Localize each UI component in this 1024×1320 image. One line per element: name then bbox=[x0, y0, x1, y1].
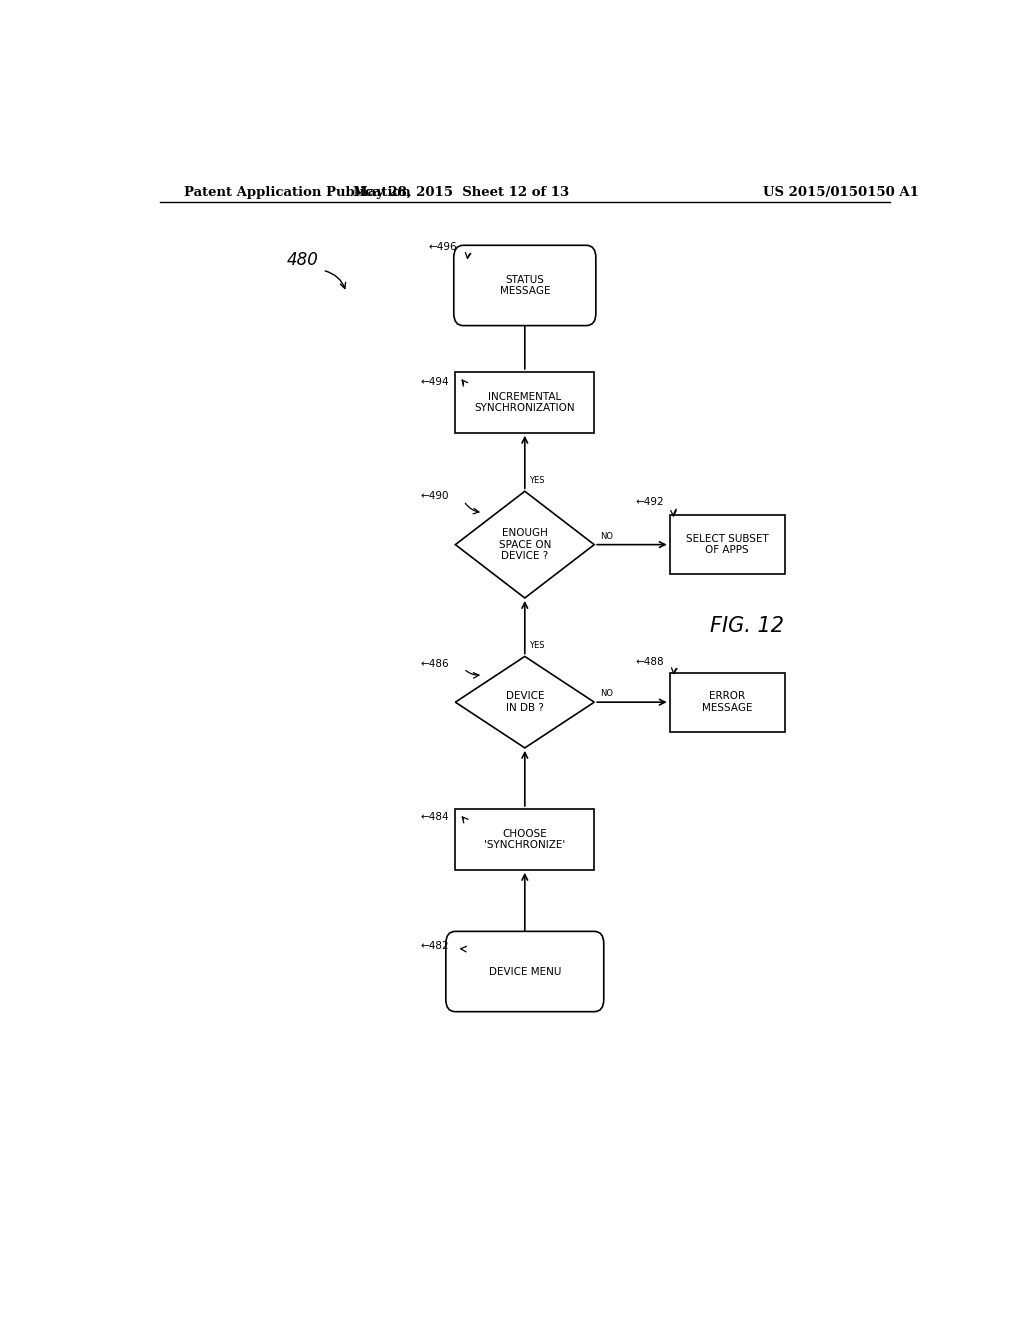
FancyBboxPatch shape bbox=[454, 246, 596, 326]
Text: ←482: ←482 bbox=[421, 941, 450, 952]
Text: US 2015/0150150 A1: US 2015/0150150 A1 bbox=[763, 186, 919, 199]
Text: ←484: ←484 bbox=[421, 812, 450, 822]
FancyBboxPatch shape bbox=[445, 932, 604, 1011]
Text: ←492: ←492 bbox=[635, 496, 664, 507]
Text: DEVICE MENU: DEVICE MENU bbox=[488, 966, 561, 977]
Text: INCREMENTAL
SYNCHRONIZATION: INCREMENTAL SYNCHRONIZATION bbox=[474, 392, 575, 413]
Text: NO: NO bbox=[601, 689, 613, 698]
Text: DEVICE
IN DB ?: DEVICE IN DB ? bbox=[506, 692, 544, 713]
Polygon shape bbox=[456, 491, 594, 598]
Text: Patent Application Publication: Patent Application Publication bbox=[183, 186, 411, 199]
Text: YES: YES bbox=[528, 642, 545, 651]
Text: ←494: ←494 bbox=[421, 378, 450, 387]
Bar bbox=[456, 372, 594, 433]
Text: NO: NO bbox=[601, 532, 613, 541]
Text: ENOUGH
SPACE ON
DEVICE ?: ENOUGH SPACE ON DEVICE ? bbox=[499, 528, 551, 561]
Bar bbox=[670, 673, 784, 731]
Text: SELECT SUBSET
OF APPS: SELECT SUBSET OF APPS bbox=[686, 533, 769, 556]
Text: ←488: ←488 bbox=[635, 656, 664, 667]
Text: 480: 480 bbox=[287, 251, 318, 269]
Text: ←486: ←486 bbox=[421, 659, 450, 668]
Text: ←496: ←496 bbox=[429, 242, 458, 252]
Text: FIG. 12: FIG. 12 bbox=[710, 616, 784, 636]
Text: ERROR
MESSAGE: ERROR MESSAGE bbox=[701, 692, 753, 713]
Bar bbox=[670, 515, 784, 574]
Polygon shape bbox=[456, 656, 594, 748]
Text: STATUS
MESSAGE: STATUS MESSAGE bbox=[500, 275, 550, 296]
Text: CHOOSE
'SYNCHRONIZE': CHOOSE 'SYNCHRONIZE' bbox=[484, 829, 565, 850]
Text: ←490: ←490 bbox=[421, 491, 450, 500]
Text: YES: YES bbox=[528, 477, 545, 486]
Bar bbox=[456, 809, 594, 870]
Text: May 28, 2015  Sheet 12 of 13: May 28, 2015 Sheet 12 of 13 bbox=[353, 186, 569, 199]
